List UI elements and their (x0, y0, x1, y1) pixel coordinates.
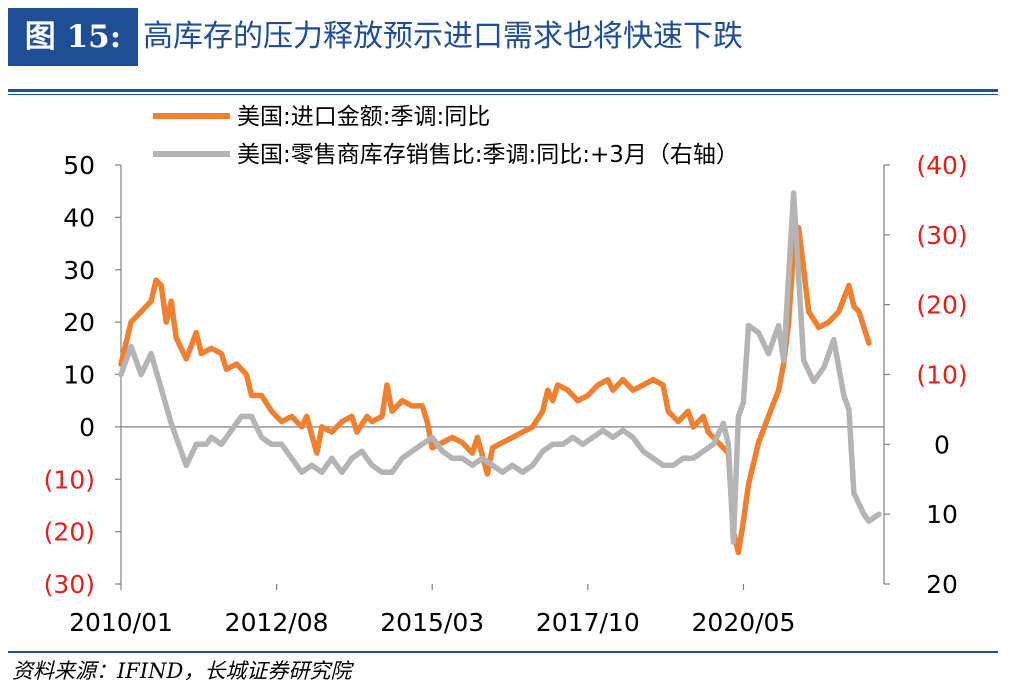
x-tick-label: 2020/05 (692, 608, 796, 637)
left-tick-label: 50 (63, 151, 95, 180)
left-tick-label: 20 (63, 308, 95, 337)
x-tick-label: 2010/01 (69, 608, 173, 637)
left-tick-label: (30) (44, 570, 95, 599)
right-tick-label: (40) (916, 151, 967, 180)
legend-label: 美国:零售商库存销售比:季调:同比:+3月（右轴） (237, 142, 739, 168)
left-tick-label: 0 (79, 413, 95, 442)
x-tick-label: 2017/10 (536, 608, 640, 637)
right-tick-label: 20 (926, 570, 958, 599)
axes: 50 40 30 20 10 0 (10) (20) (30) (40) (30) (20) (10) 0… (44, 151, 968, 637)
header-divider (8, 89, 998, 92)
left-tick-label: 40 (63, 203, 95, 232)
left-tick-label: 30 (63, 256, 95, 285)
right-tick-label: 0 (934, 430, 950, 459)
left-tick-label: (20) (44, 518, 95, 547)
footer-divider (8, 651, 998, 653)
series-line-import (118, 225, 872, 556)
header-divider-thin (8, 94, 998, 95)
left-tick-label: 10 (63, 361, 95, 390)
figure-header: 图 15: 高库存的压力释放预示进口需求也将快速下跌 (0, 0, 1009, 90)
right-tick-label: (20) (916, 291, 967, 320)
right-tick-label: (30) (916, 221, 967, 250)
figure-title: 高库存的压力释放预示进口需求也将快速下跌 (143, 19, 743, 54)
legend-label: 美国:进口金额:季调:同比 (237, 104, 490, 130)
left-tick-label: (10) (44, 465, 95, 494)
source-note: 资料来源：IFIND，长城证券研究院 (12, 659, 352, 683)
figure-label: 图 15: (8, 8, 138, 66)
x-tick-label: 2015/03 (380, 608, 484, 637)
series (118, 190, 882, 556)
right-tick-label: (10) (916, 361, 967, 390)
right-tick-label: 10 (926, 500, 958, 529)
series-line-inventory (118, 190, 882, 545)
x-tick-label: 2012/08 (225, 608, 329, 637)
